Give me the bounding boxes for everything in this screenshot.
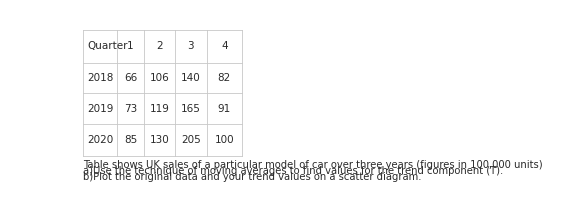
Text: 119: 119 — [149, 104, 169, 114]
Text: 130: 130 — [149, 135, 169, 145]
Text: b)Plot the original data and your trend values on a scatter diagram.: b)Plot the original data and your trend … — [83, 172, 422, 182]
Text: 205: 205 — [181, 135, 201, 145]
Text: 2020: 2020 — [87, 135, 114, 145]
Text: 100: 100 — [215, 135, 234, 145]
Text: 85: 85 — [124, 135, 137, 145]
Text: a)Use the technique of moving averages to find values for the trend component (T: a)Use the technique of moving averages t… — [83, 166, 503, 176]
Text: 1: 1 — [127, 41, 134, 51]
Text: 66: 66 — [124, 73, 137, 83]
Text: 3: 3 — [187, 41, 194, 51]
Text: 73: 73 — [124, 104, 137, 114]
Text: 2018: 2018 — [87, 73, 114, 83]
Text: Quarter: Quarter — [87, 41, 128, 51]
Text: 91: 91 — [218, 104, 231, 114]
Text: Table shows UK sales of a particular model of car over three years (figures in 1: Table shows UK sales of a particular mod… — [83, 160, 543, 170]
Text: 2019: 2019 — [87, 104, 114, 114]
Text: 140: 140 — [181, 73, 201, 83]
Text: 4: 4 — [221, 41, 228, 51]
Text: 106: 106 — [149, 73, 169, 83]
Text: 82: 82 — [218, 73, 231, 83]
Text: 165: 165 — [181, 104, 201, 114]
Text: 2: 2 — [156, 41, 163, 51]
